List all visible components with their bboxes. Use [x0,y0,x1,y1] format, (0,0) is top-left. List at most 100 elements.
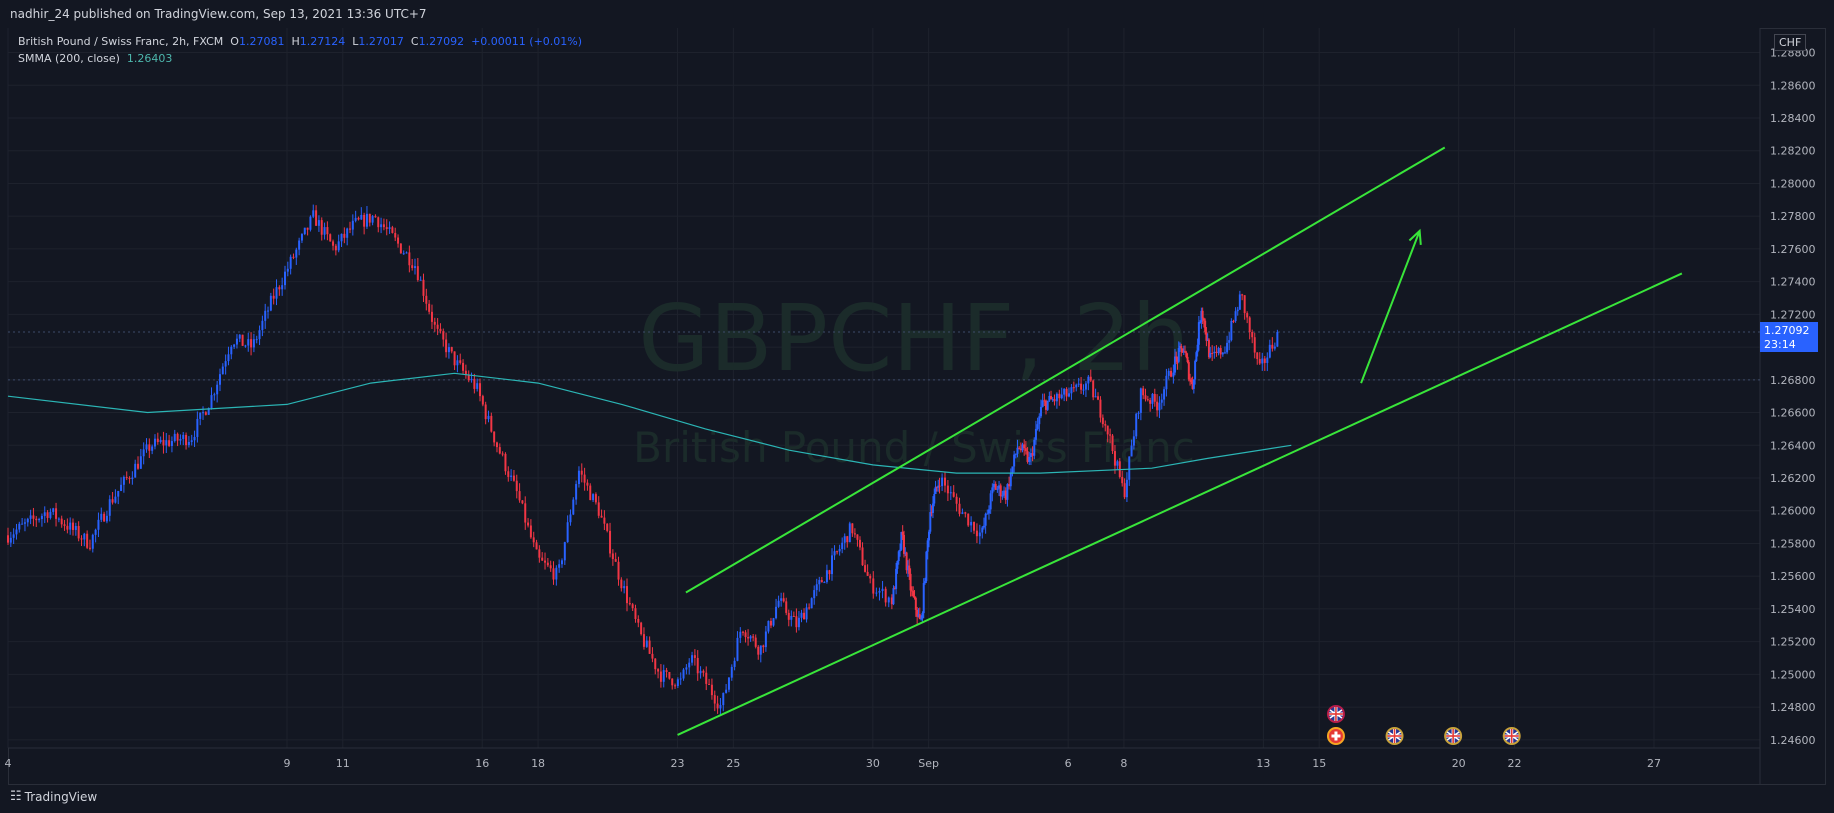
candle-body [691,655,694,663]
candle-body [258,330,261,340]
candle-body [623,586,626,589]
candle-body [1219,348,1222,355]
candle-body [708,683,711,685]
candle-body [1190,379,1193,382]
candle-body [210,395,213,409]
candle-body [385,227,388,229]
candle-body [202,412,205,414]
candle-body [493,431,496,443]
projection-arrow [1360,230,1421,384]
candle-body [317,220,320,226]
candle-body [459,360,462,363]
candle-body [996,488,999,490]
candle-body [371,216,374,223]
candle-body [300,234,303,241]
candle-body [634,608,637,619]
candle-body [479,383,482,397]
candle-body [1051,399,1054,401]
candle-body [937,485,940,488]
candle-body [946,485,949,494]
candle-body [843,536,846,543]
candle-body [1258,359,1261,364]
candle-body [1135,413,1138,437]
candle-body [733,660,736,667]
candle-body [1045,400,1048,410]
gb-flag-icon[interactable] [1502,727,1521,745]
high-label: H [291,35,300,48]
candle-body [1082,389,1085,391]
candle-body [1223,352,1226,354]
candle-body [566,522,569,543]
candle-body [831,555,834,575]
candle-body [69,522,72,530]
candle-body [935,486,938,488]
candle-body [818,580,821,585]
candle-body [447,347,450,353]
candle-body [823,582,826,584]
candle-body [453,351,456,366]
candle-body [866,571,869,576]
candle-body [560,560,563,565]
candle-body [77,526,80,539]
candle-body [1008,484,1011,487]
candle-body [989,493,992,510]
candle-body [1241,294,1244,296]
candle-body [35,518,38,521]
gb-flag-icon[interactable] [1385,727,1404,745]
y-tick-label: 1.28600 [1770,79,1816,92]
ch-flag-icon[interactable] [1326,727,1345,745]
candle-body [1276,332,1279,347]
indicator-legend[interactable]: SMMA (200, close) 1.26403 [18,52,172,65]
candle-body [685,667,688,670]
candle-body [267,310,270,312]
candle-body [752,636,755,638]
candle-body [583,474,586,483]
gb-flag-icon[interactable] [1326,705,1345,723]
y-tick-label: 1.26600 [1770,407,1816,420]
candle-body [628,603,631,605]
candle-body [1201,310,1204,319]
candle-body [218,374,221,385]
candle-body [233,344,236,347]
currency-label[interactable]: CHF [1774,34,1807,51]
close-label: C [410,35,419,48]
candle-body [340,233,343,242]
candle-body [1028,457,1031,462]
candle-body [419,279,422,281]
candle-body [949,492,952,494]
candle-body [524,503,527,523]
tradingview-logo[interactable]: ☷ TradingView [10,789,97,804]
candle-body [927,531,930,541]
candle-body [555,567,558,580]
candle-body [103,513,106,522]
candle-body [498,447,501,454]
candle-body [487,415,490,420]
candle-body [114,496,117,503]
candle-body [651,653,654,659]
candle-body [546,562,549,566]
candle-body [1094,396,1097,398]
candle-body [368,213,371,223]
candle-body [1084,383,1087,390]
candle-body [1186,356,1189,363]
y-tick-label: 1.26400 [1770,439,1816,452]
candle-body [428,303,431,312]
candle-body [462,362,465,371]
candle-body [1266,357,1269,363]
candle-body [416,266,419,281]
candle-body [343,233,346,238]
candle-body [674,685,677,687]
candle-body [43,512,46,516]
candle-body [896,561,899,569]
x-tick-label: 30 [866,757,880,770]
candle-body [445,339,448,353]
candle-body [785,601,788,613]
candle-body [970,521,973,526]
candle-body [552,568,555,580]
gb-flag-icon[interactable] [1444,727,1463,745]
symbol-legend[interactable]: British Pound / Swiss Franc, 2h, FXCM O1… [18,35,582,48]
watermark-description: British Pound / Swiss Franc [633,423,1195,472]
candle-body [199,412,202,419]
candle-body [227,354,230,362]
